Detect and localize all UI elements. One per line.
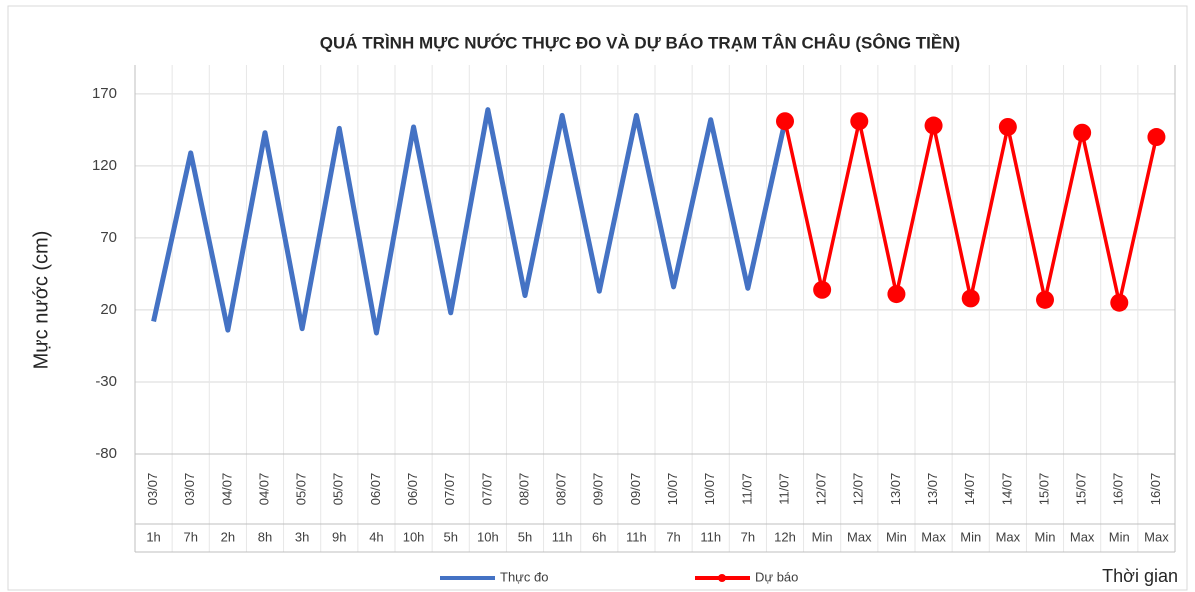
x-tick-hour: Max: [847, 529, 872, 544]
y-tick-label: 120: [92, 157, 117, 174]
x-tick-hour: 9h: [332, 529, 346, 544]
x-tick-hour: 1h: [146, 529, 160, 544]
x-tick-hour: Min: [1035, 529, 1056, 544]
x-tick-hour: 2h: [221, 529, 235, 544]
x-tick-hour: Min: [812, 529, 833, 544]
legend-label: Thực đo: [500, 569, 548, 584]
x-tick-hour: 11h: [552, 529, 573, 544]
point: [924, 116, 943, 135]
x-tick-date: 12/07: [851, 473, 866, 506]
line-series: [151, 107, 788, 336]
y-tick-label: 170: [92, 85, 117, 102]
x-tick-date: 05/07: [294, 473, 309, 506]
x-tick-hour: 8h: [258, 529, 272, 544]
y-tick-label: -80: [95, 445, 117, 462]
legend-marker: [718, 574, 726, 582]
x-axis-title: Thời gian: [1102, 566, 1178, 586]
x-tick-hour: Max: [1070, 529, 1095, 544]
x-tick-date: 07/07: [479, 473, 494, 506]
y-tick-label: 70: [100, 229, 117, 246]
point: [850, 112, 869, 131]
x-tick-date: 04/07: [256, 473, 271, 506]
x-tick-date: 07/07: [442, 473, 457, 506]
x-tick-date: 10/07: [702, 473, 717, 506]
x-tick-date: 06/07: [405, 473, 420, 506]
x-tick-date: 13/07: [925, 473, 940, 506]
x-tick-hour: Min: [1109, 529, 1130, 544]
x-tick-date: 03/07: [145, 473, 160, 506]
x-tick-date: 13/07: [888, 473, 903, 506]
x-tick-date: 08/07: [516, 473, 531, 506]
point: [1073, 123, 1092, 142]
x-tick-hour: 11h: [626, 529, 647, 544]
x-tick-hour: 6h: [592, 529, 606, 544]
x-tick-date: 12/07: [814, 473, 829, 506]
x-tick-date: 03/07: [182, 473, 197, 506]
point: [887, 285, 906, 304]
y-axis-title: Mực nước (cm): [30, 231, 52, 370]
x-tick-hour: Min: [960, 529, 981, 544]
x-tick-hour: 7h: [741, 529, 755, 544]
x-tick-date: 09/07: [628, 473, 643, 506]
x-tick-hour: 5h: [518, 529, 532, 544]
legend-label: Dự báo: [755, 569, 798, 584]
x-tick-hour: 3h: [295, 529, 309, 544]
x-tick-date: 05/07: [331, 473, 346, 506]
point: [813, 280, 832, 299]
x-tick-date: 15/07: [1036, 473, 1051, 506]
x-tick-hour: Max: [921, 529, 946, 544]
y-tick-label: 20: [100, 301, 117, 318]
x-tick-date: 10/07: [665, 473, 680, 506]
point: [961, 289, 980, 308]
x-tick-date: 06/07: [368, 473, 383, 506]
x-tick-date: 11/07: [739, 473, 754, 505]
x-tick-date: 09/07: [591, 473, 606, 506]
x-tick-hour: 12h: [774, 529, 796, 544]
x-tick-hour: Min: [886, 529, 907, 544]
point: [776, 112, 794, 131]
point: [998, 117, 1017, 136]
x-tick-hour: 5h: [443, 529, 457, 544]
x-tick-hour: Max: [1144, 529, 1169, 544]
x-tick-date: 11/07: [776, 473, 791, 505]
x-tick-date: 16/07: [1111, 473, 1126, 506]
x-tick-hour: Max: [996, 529, 1021, 544]
x-tick-hour: 7h: [183, 529, 197, 544]
x-tick-hour: 4h: [369, 529, 383, 544]
x-tick-hour: 10h: [477, 529, 499, 544]
point: [1110, 293, 1129, 312]
point: [1147, 128, 1166, 147]
x-tick-hour: 11h: [700, 529, 721, 544]
chart-border: [7, 5, 1188, 591]
point: [1036, 290, 1054, 309]
x-tick-date: 16/07: [1148, 473, 1163, 506]
x-tick-date: 04/07: [219, 473, 234, 506]
y-tick-label: -30: [95, 373, 117, 390]
x-tick-hour: 7h: [666, 529, 680, 544]
x-tick-date: 15/07: [1074, 473, 1089, 506]
x-tick-hour: 10h: [403, 529, 425, 544]
x-tick-date: 14/07: [962, 473, 977, 506]
x-tick-date: 08/07: [554, 473, 569, 506]
chart-title: QUÁ TRÌNH MỰC NƯỚC THỰC ĐO VÀ DỰ BÁO TRẠ…: [320, 33, 960, 52]
x-tick-date: 14/07: [999, 473, 1014, 506]
